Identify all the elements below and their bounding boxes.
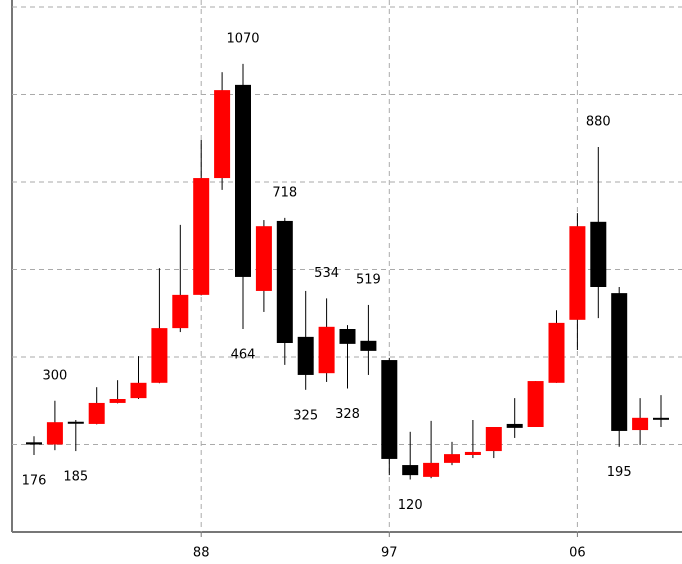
low-label: 176 xyxy=(22,474,47,489)
x-tick-label: 06 xyxy=(569,546,586,561)
candle-body xyxy=(214,90,231,179)
candle-body xyxy=(632,417,649,431)
candle-body xyxy=(423,462,440,477)
low-label: 120 xyxy=(398,498,423,513)
candle-body xyxy=(464,451,481,455)
candle-body xyxy=(381,360,398,459)
high-label: 1070 xyxy=(226,31,259,46)
candle-body xyxy=(548,322,565,383)
candle-body xyxy=(88,402,105,424)
candle-body xyxy=(590,221,607,287)
x-tick-label: 88 xyxy=(193,546,210,561)
candle-body xyxy=(193,178,210,295)
high-label: 300 xyxy=(42,368,67,383)
candle-body xyxy=(46,422,63,445)
candle-body xyxy=(26,442,42,445)
candle-body xyxy=(506,423,523,428)
candle-body xyxy=(172,294,189,329)
low-label: 328 xyxy=(335,407,360,422)
candle-body xyxy=(402,465,419,476)
low-label: 325 xyxy=(293,408,318,423)
candle-body xyxy=(255,226,272,291)
candle-body xyxy=(297,336,314,375)
candle-body xyxy=(653,417,669,420)
candle-body xyxy=(276,220,293,343)
candle-body xyxy=(485,427,502,452)
candle-body xyxy=(130,382,147,399)
low-label: 195 xyxy=(607,465,632,480)
high-label: 718 xyxy=(272,185,297,200)
candle-body xyxy=(611,293,628,431)
candle-body xyxy=(444,454,460,463)
candle-body xyxy=(318,326,335,374)
candle-body xyxy=(109,399,126,403)
low-label: 185 xyxy=(63,470,88,485)
candle-body xyxy=(569,226,586,320)
candle-body xyxy=(527,381,544,427)
high-label: 534 xyxy=(314,266,339,281)
high-label: 880 xyxy=(586,115,611,130)
candle-body xyxy=(151,328,168,383)
candle-body xyxy=(235,84,251,277)
low-label: 464 xyxy=(231,348,256,363)
high-label: 519 xyxy=(356,272,381,287)
candle-body xyxy=(339,329,356,344)
candle-body xyxy=(67,421,84,424)
candle-body xyxy=(360,340,377,351)
x-tick-label: 97 xyxy=(381,546,398,561)
